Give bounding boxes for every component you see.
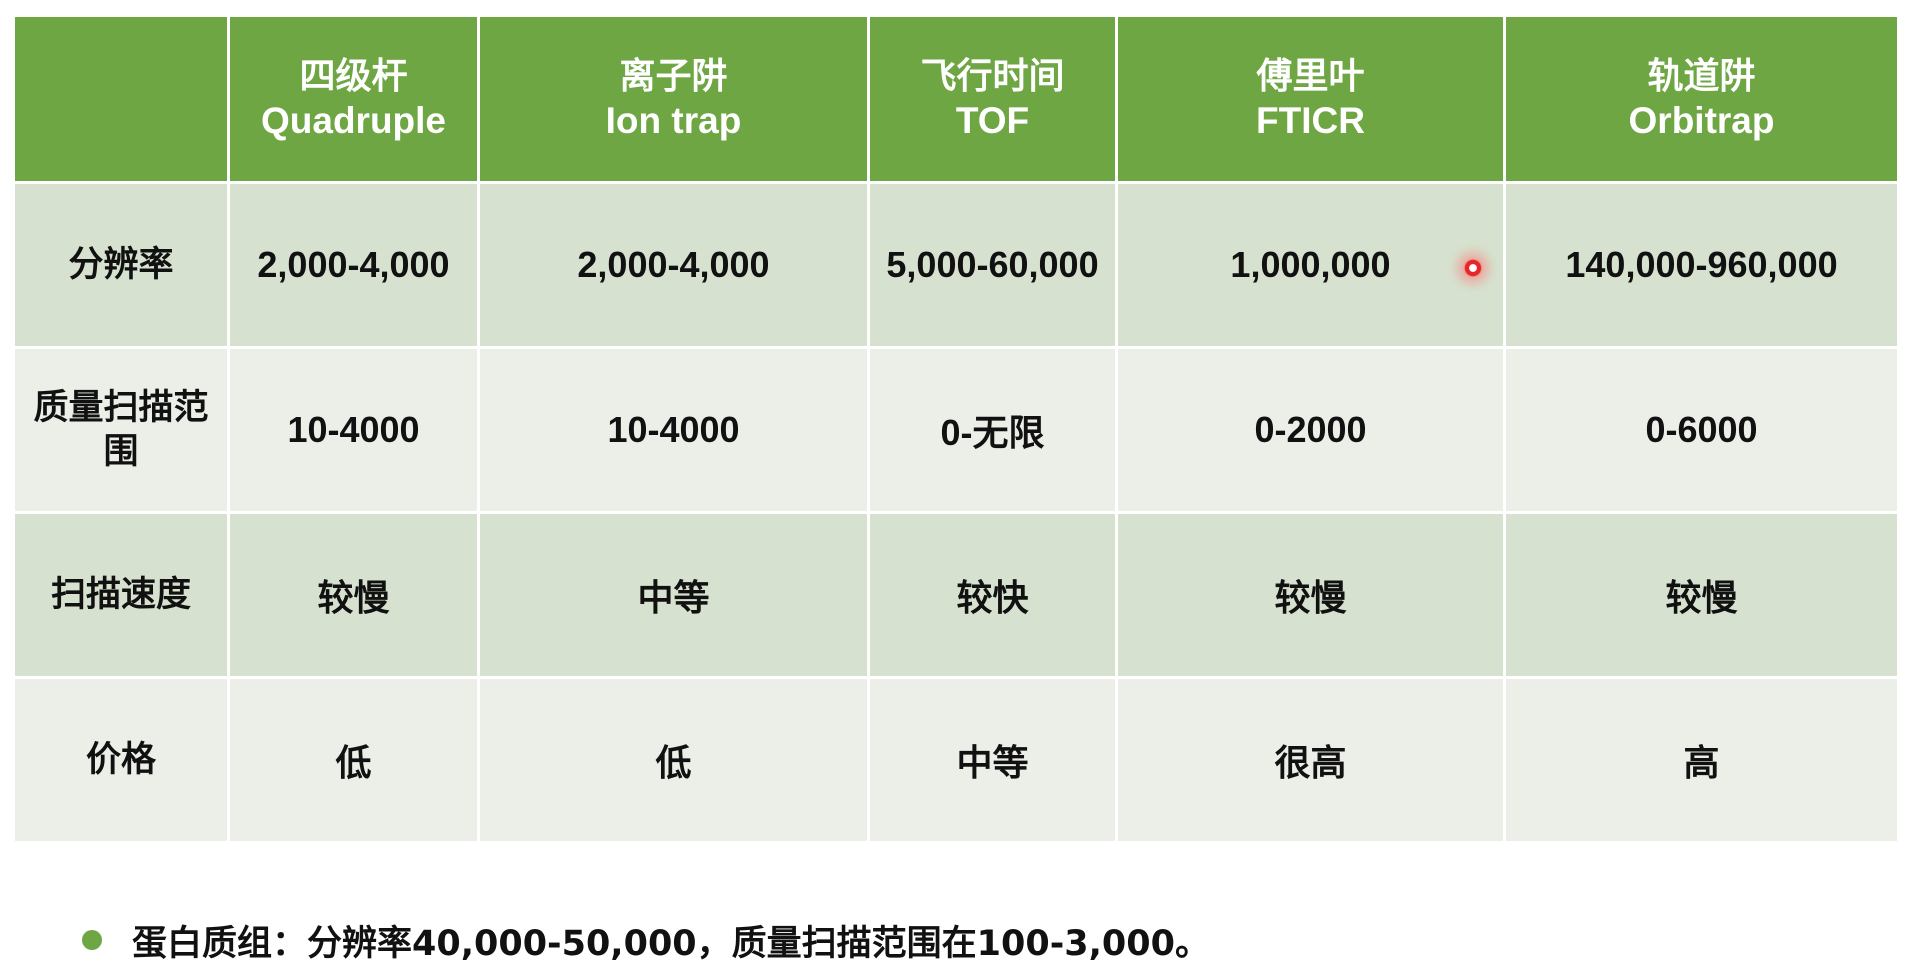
- header-en: Orbitrap: [1628, 100, 1775, 141]
- table-cell: 低: [227, 676, 480, 844]
- row-label: 价格: [12, 676, 230, 844]
- table-cell: 高: [1503, 676, 1900, 844]
- row-label: 分辨率: [12, 181, 230, 349]
- table-cell: 0-2000: [1115, 346, 1506, 514]
- table-row-scan-speed: 扫描速度 较慢 中等 较快 较慢 较慢: [12, 511, 1900, 679]
- table-cell: 10-4000: [227, 346, 480, 514]
- comparison-table-container: 四级杆 Quadruple 离子阱 Ion trap 飞行时间 TOF 傅里叶 …: [12, 14, 1900, 844]
- header-orbitrap: 轨道阱 Orbitrap: [1503, 14, 1900, 184]
- table-cell: 中等: [867, 676, 1118, 844]
- header-en: FTICR: [1256, 100, 1365, 141]
- table-cell: 较慢: [1503, 511, 1900, 679]
- table-cell: 较快: [867, 511, 1118, 679]
- table-row-resolution: 分辨率 2,000-4,000 2,000-4,000 5,000-60,000…: [12, 181, 1900, 349]
- footnote: 蛋白质组：分辨率40,000-50,000，质量扫描范围在100-3,000。: [82, 915, 1210, 965]
- table-cell: 较慢: [227, 511, 480, 679]
- table-cell: 2,000-4,000: [227, 181, 480, 349]
- header-tof: 飞行时间 TOF: [867, 14, 1118, 184]
- bullet-dot-icon: [82, 930, 102, 950]
- header-zh: 飞行时间: [920, 56, 1065, 97]
- header-quadruple: 四级杆 Quadruple: [227, 14, 480, 184]
- mass-analyzer-comparison-table: 四级杆 Quadruple 离子阱 Ion trap 飞行时间 TOF 傅里叶 …: [12, 14, 1900, 844]
- header-en: Quadruple: [260, 100, 447, 141]
- table-row-price: 价格 低 低 中等 很高 高: [12, 676, 1900, 844]
- row-label: 质量扫描范围: [12, 346, 230, 514]
- table-header-row: 四级杆 Quadruple 离子阱 Ion trap 飞行时间 TOF 傅里叶 …: [12, 14, 1900, 184]
- table-row-mass-range: 质量扫描范围 10-4000 10-4000 0-无限 0-2000 0-600…: [12, 346, 1900, 514]
- header-en: Ion trap: [605, 100, 742, 141]
- header-corner-cell: [12, 14, 230, 184]
- header-zh: 离子阱: [619, 56, 728, 97]
- table-cell: 很高: [1115, 676, 1506, 844]
- table-cell: 低: [477, 676, 870, 844]
- header-zh: 四级杆: [299, 56, 408, 97]
- table-cell: 1,000,000: [1115, 181, 1506, 349]
- table-cell: 5,000-60,000: [867, 181, 1118, 349]
- header-fticr: 傅里叶 FTICR: [1115, 14, 1506, 184]
- table-cell: 2,000-4,000: [477, 181, 870, 349]
- pointer-cursor-indicator: [1463, 258, 1483, 278]
- header-en: TOF: [955, 100, 1030, 141]
- table-cell: 140,000-960,000: [1503, 181, 1900, 349]
- table-cell: 0-6000: [1503, 346, 1900, 514]
- table-cell: 中等: [477, 511, 870, 679]
- header-zh: 轨道阱: [1647, 56, 1756, 97]
- table-cell: 较慢: [1115, 511, 1506, 679]
- header-ion-trap: 离子阱 Ion trap: [477, 14, 870, 184]
- table-cell: 10-4000: [477, 346, 870, 514]
- header-zh: 傅里叶: [1256, 56, 1365, 97]
- table-cell: 0-无限: [867, 346, 1118, 514]
- row-label: 扫描速度: [12, 511, 230, 679]
- footnote-text: 蛋白质组：分辨率40,000-50,000，质量扫描范围在100-3,000。: [132, 923, 1210, 964]
